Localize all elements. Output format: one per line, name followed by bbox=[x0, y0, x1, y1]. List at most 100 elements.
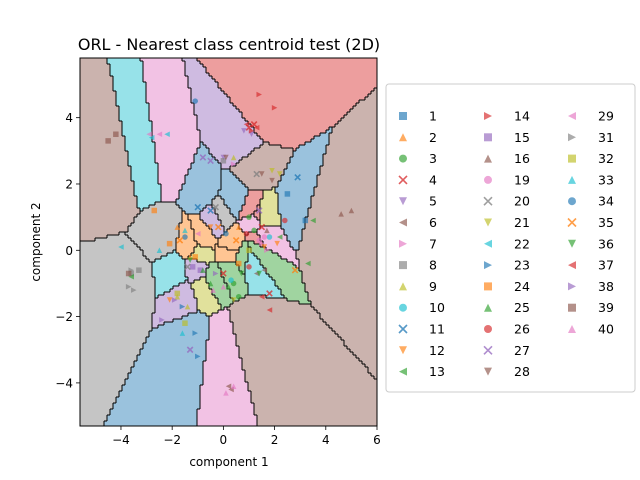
legend-marker-class-1 bbox=[399, 112, 407, 120]
region-cell-class-32 bbox=[191, 283, 209, 286]
region-cell-class-6 bbox=[239, 352, 353, 355]
region-cell-class-10 bbox=[245, 277, 272, 280]
region-cell-class-29 bbox=[143, 61, 185, 64]
point-class-22 bbox=[118, 244, 124, 250]
point-class-35 bbox=[176, 237, 184, 244]
region-cell-class-16 bbox=[344, 115, 377, 118]
region-cell-class-22 bbox=[131, 172, 158, 175]
region-cell-class-5 bbox=[188, 85, 218, 88]
region-cell-class-3 bbox=[239, 250, 248, 253]
region-cell-class-39 bbox=[80, 133, 122, 136]
point-class-4 bbox=[258, 223, 266, 231]
region-cell-class-13 bbox=[248, 244, 260, 247]
region-cell-class-39 bbox=[80, 154, 128, 157]
region-cell-class-39 bbox=[80, 73, 110, 76]
region-cell-class-1 bbox=[299, 145, 326, 148]
region-cell-class-2 bbox=[194, 238, 218, 241]
point-class-38 bbox=[159, 317, 165, 323]
legend-marker-class-33 bbox=[568, 175, 576, 184]
legend-marker-class-28 bbox=[484, 367, 492, 376]
region-cell-class-29 bbox=[161, 196, 179, 199]
y-tick-label: 0 bbox=[65, 244, 73, 258]
region-cell-class-32 bbox=[191, 286, 209, 289]
region-cell-class-24 bbox=[179, 223, 191, 226]
point-class-13 bbox=[128, 274, 134, 280]
region-cell-class-6 bbox=[230, 313, 320, 316]
region-cell-class-22 bbox=[119, 115, 149, 118]
legend-marker-class-38 bbox=[568, 282, 576, 291]
region-cell-class-1 bbox=[290, 241, 299, 244]
point-class-28 bbox=[259, 171, 265, 177]
region-cell-class-3 bbox=[242, 271, 245, 274]
region-cell-class-16 bbox=[347, 112, 377, 115]
legend-marker-class-11 bbox=[398, 324, 408, 334]
region-cell-class-31 bbox=[80, 322, 152, 325]
region-cell-class-28 bbox=[230, 166, 287, 169]
region-cell-class-16 bbox=[329, 133, 377, 136]
region-cell-class-10 bbox=[248, 289, 281, 292]
region-cell-class-14 bbox=[215, 79, 377, 82]
data-points bbox=[105, 91, 355, 396]
region-cell-class-22 bbox=[116, 94, 146, 97]
region-cell-class-1 bbox=[296, 148, 326, 151]
legend-label-class-38: 38 bbox=[598, 279, 614, 294]
region-cell-class-23 bbox=[152, 328, 209, 331]
region-cell-class-6 bbox=[242, 358, 359, 361]
region-cell-class-23 bbox=[143, 346, 206, 349]
region-cell-class-4 bbox=[239, 214, 251, 217]
region-cell-class-24 bbox=[182, 214, 188, 217]
point-class-7 bbox=[264, 247, 270, 254]
point-class-12 bbox=[207, 224, 214, 230]
region-cell-class-1 bbox=[290, 160, 323, 163]
region-cell-class-19 bbox=[287, 259, 299, 262]
point-class-32 bbox=[246, 247, 252, 254]
region-cell-class-39 bbox=[80, 67, 110, 70]
region-cell-class-25 bbox=[215, 295, 230, 298]
region-cell-class-16 bbox=[308, 208, 377, 211]
region-cell-class-36 bbox=[218, 265, 239, 268]
point-class-27 bbox=[255, 207, 263, 214]
region-cell-class-16 bbox=[314, 190, 377, 193]
region-cell-class-6 bbox=[230, 310, 317, 313]
region-cell-class-22 bbox=[119, 109, 149, 112]
region-cell-class-6 bbox=[236, 334, 338, 337]
region-cell-class-9 bbox=[197, 259, 215, 262]
region-cell-class-3 bbox=[236, 259, 248, 262]
legend-marker-class-16 bbox=[484, 154, 492, 163]
region-cell-class-31 bbox=[80, 286, 155, 289]
region-cell-class-34 bbox=[185, 181, 221, 184]
region-cell-class-16 bbox=[374, 376, 377, 379]
point-class-25 bbox=[207, 280, 214, 287]
region-cell-class-1 bbox=[287, 163, 323, 166]
region-cell-class-31 bbox=[107, 235, 128, 238]
region-cell-class-10 bbox=[245, 280, 275, 283]
region-cell-class-39 bbox=[80, 190, 134, 193]
region-cell-class-20 bbox=[212, 205, 227, 208]
region-cell-class-29 bbox=[146, 91, 191, 94]
region-cell-class-31 bbox=[80, 334, 149, 337]
region-cell-class-40 bbox=[206, 352, 239, 355]
region-cell-class-27 bbox=[206, 223, 221, 226]
region-cell-class-8 bbox=[146, 256, 161, 259]
region-cell-class-20 bbox=[221, 223, 233, 226]
legend-marker-class-21 bbox=[484, 218, 492, 227]
region-cell-class-23 bbox=[119, 391, 200, 394]
region-cell-class-28 bbox=[251, 151, 293, 154]
region-cell-class-11 bbox=[221, 187, 248, 190]
region-cell-class-25 bbox=[206, 277, 224, 280]
x-axis: −4 −2 0 2 4 6 bbox=[112, 426, 381, 447]
region-cell-class-27 bbox=[212, 232, 224, 235]
region-cell-class-6 bbox=[233, 325, 329, 328]
region-cell-class-27 bbox=[200, 217, 218, 220]
region-cell-class-31 bbox=[80, 280, 155, 283]
region-cell-class-10 bbox=[266, 295, 284, 298]
region-cell-class-16 bbox=[317, 310, 377, 313]
region-cell-class-33 bbox=[155, 289, 170, 292]
point-class-25 bbox=[200, 267, 206, 273]
region-cell-class-5 bbox=[212, 154, 248, 157]
region-cell-class-40 bbox=[206, 358, 242, 361]
region-cell-class-16 bbox=[323, 157, 377, 160]
region-cell-class-33 bbox=[155, 259, 185, 262]
point-class-19 bbox=[256, 237, 262, 244]
region-cell-class-25 bbox=[209, 265, 218, 268]
